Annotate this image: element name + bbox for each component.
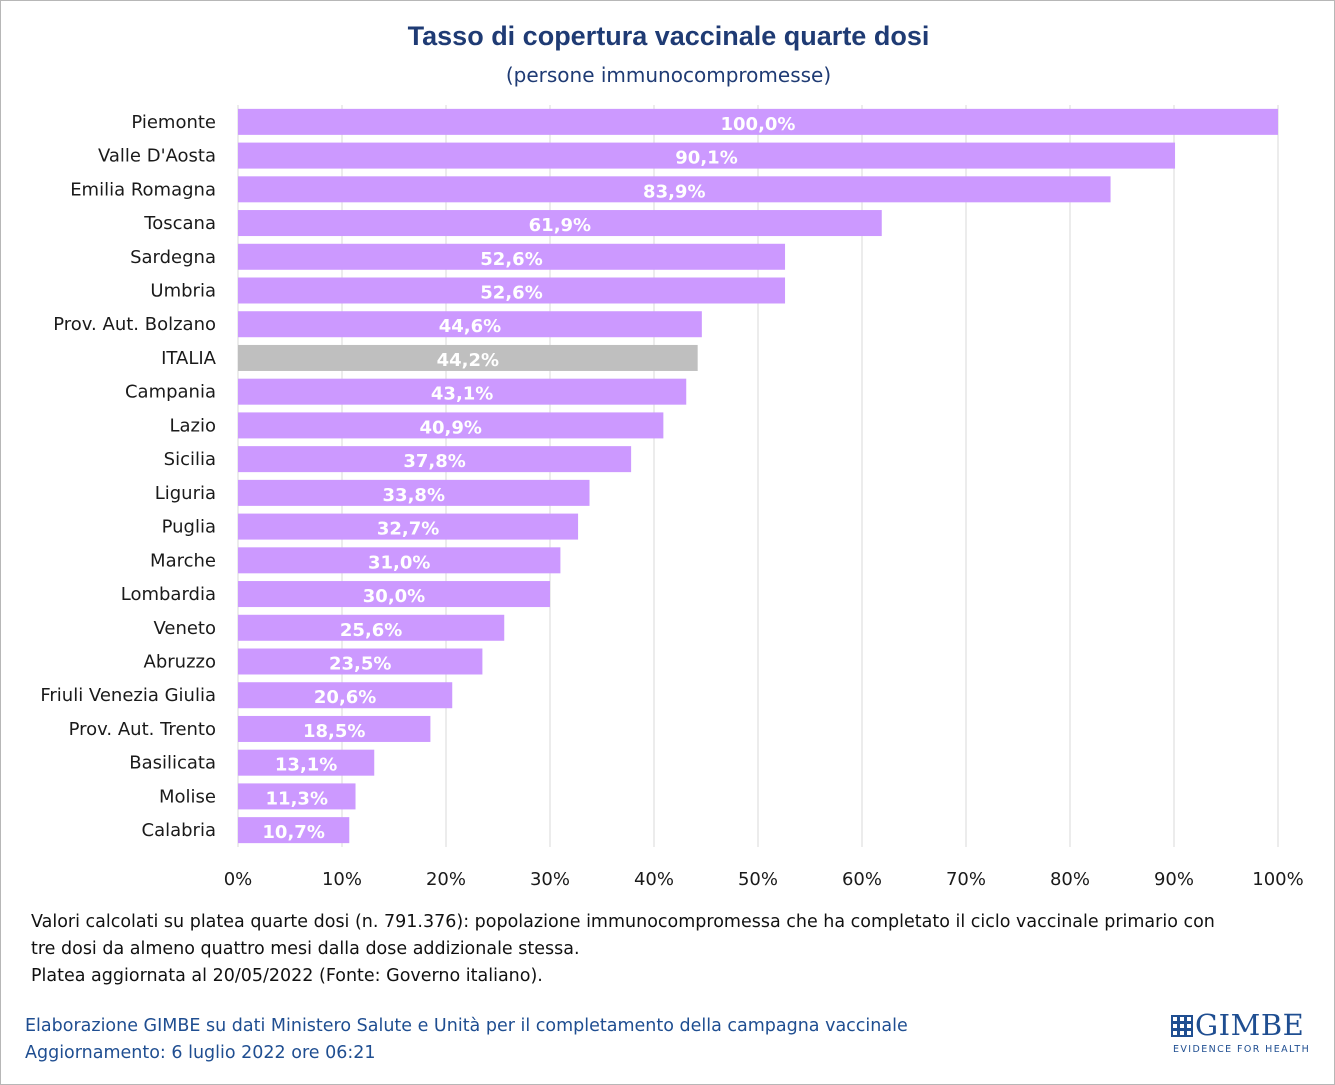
x-tick-label: 20% <box>426 869 466 890</box>
category-label: Basilicata <box>129 753 216 774</box>
x-tick-label: 50% <box>738 869 778 890</box>
category-label: Valle D'Aosta <box>98 146 216 167</box>
bar <box>238 176 1111 203</box>
data-label: 30,0% <box>363 586 425 607</box>
bar <box>238 749 375 776</box>
data-label: 33,8% <box>383 485 445 506</box>
bar <box>238 581 550 608</box>
methodology-note: Valori calcolati su platea quarte dosi (… <box>31 909 1311 990</box>
x-tick-label: 30% <box>530 869 570 890</box>
data-label: 83,9% <box>643 181 705 202</box>
data-label: 44,6% <box>439 316 501 337</box>
category-label: Marche <box>150 550 216 571</box>
chart-subtitle: (persone immunocompromesse) <box>505 63 832 87</box>
x-tick-label: 90% <box>1154 869 1194 890</box>
gimbe-logo: GIMBE EVIDENCE FOR HEALTH <box>1169 1008 1311 1055</box>
x-tick-label: 80% <box>1050 869 1090 890</box>
data-label: 31,0% <box>368 552 430 573</box>
category-label: Sardegna <box>130 247 216 268</box>
bar <box>238 311 702 338</box>
category-label: Piemonte <box>131 112 216 133</box>
category-label: Emilia Romagna <box>70 179 216 200</box>
data-label: 11,3% <box>266 788 328 809</box>
data-label: 43,1% <box>431 384 493 405</box>
data-label: 23,5% <box>329 654 391 675</box>
category-label: Prov. Aut. Bolzano <box>53 314 216 335</box>
data-label: 52,6% <box>480 249 542 270</box>
footer: Elaborazione GIMBE su dati Ministero Sal… <box>25 1013 908 1067</box>
bar-italia <box>238 344 698 371</box>
data-label: 10,7% <box>262 822 324 843</box>
x-tick-label: 40% <box>634 869 674 890</box>
bar <box>238 108 1278 135</box>
logo-tagline: EVIDENCE FOR HEALTH <box>1173 1044 1311 1055</box>
category-label: Sicilia <box>164 449 216 470</box>
data-label: 18,5% <box>303 721 365 742</box>
footer-updated: Aggiornamento: 6 luglio 2022 ore 06:21 <box>25 1043 376 1063</box>
bar-chart: 0% 10% 20% 30% 40% 50% 60% 70% 80% 90% 100% Piemont… <box>40 105 1304 890</box>
note-line-3: Platea aggiornata al 20/05/2022 (Fonte: … <box>31 966 543 986</box>
chart-title: Tasso di copertura vaccinale quarte dosi <box>407 21 930 51</box>
bar <box>238 210 882 237</box>
gimbe-logo-mark-icon <box>1171 1015 1193 1037</box>
data-label: 13,1% <box>275 755 337 776</box>
bar <box>238 715 431 742</box>
category-label: ITALIA <box>161 348 217 369</box>
data-label: 52,6% <box>480 283 542 304</box>
bar <box>238 479 590 506</box>
category-label: Lombardia <box>121 584 216 605</box>
footer-source: Elaborazione GIMBE su dati Ministero Sal… <box>25 1016 908 1036</box>
x-tick-label: 0% <box>224 869 253 890</box>
x-tick-label: 70% <box>946 869 986 890</box>
data-label: 90,1% <box>675 148 737 169</box>
bar <box>238 682 453 709</box>
data-label: 61,9% <box>529 215 591 236</box>
category-label: Campania <box>125 382 216 403</box>
bar <box>238 243 786 270</box>
category-label: Lazio <box>169 415 216 436</box>
category-label: Liguria <box>155 483 216 504</box>
data-label: 37,8% <box>403 451 465 472</box>
category-label: Abruzzo <box>144 652 216 673</box>
x-tick-label: 60% <box>842 869 882 890</box>
category-label: Puglia <box>162 517 216 538</box>
category-label: Friuli Venezia Giulia <box>40 685 216 706</box>
category-label: Molise <box>159 786 216 807</box>
data-label: 40,9% <box>419 417 481 438</box>
bar <box>238 446 632 473</box>
bar <box>238 142 1176 169</box>
category-label: Toscana <box>143 213 216 234</box>
x-tick-label: 100% <box>1252 869 1303 890</box>
bar <box>238 513 579 540</box>
category-label: Prov. Aut. Trento <box>69 719 216 740</box>
data-label: 44,2% <box>437 350 499 371</box>
category-label: Calabria <box>142 820 217 841</box>
x-tick-label: 10% <box>322 869 362 890</box>
bar <box>238 648 483 675</box>
note-line-1: Valori calcolati su platea quarte dosi (… <box>31 912 1215 932</box>
bar <box>238 817 350 844</box>
category-label: Umbria <box>150 281 216 302</box>
bar <box>238 412 664 439</box>
logo-wordmark: GIMBE <box>1195 1008 1305 1042</box>
bar <box>238 783 356 810</box>
bar <box>238 547 561 574</box>
data-label: 32,7% <box>377 519 439 540</box>
bar <box>238 614 505 641</box>
data-label: 25,6% <box>340 620 402 641</box>
data-label: 100,0% <box>721 114 796 135</box>
bar <box>238 277 786 304</box>
data-label: 20,6% <box>314 687 376 708</box>
category-label: Veneto <box>153 618 216 639</box>
note-line-2: tre dosi da almeno quattro mesi dalla do… <box>31 939 580 959</box>
bar <box>238 378 687 405</box>
